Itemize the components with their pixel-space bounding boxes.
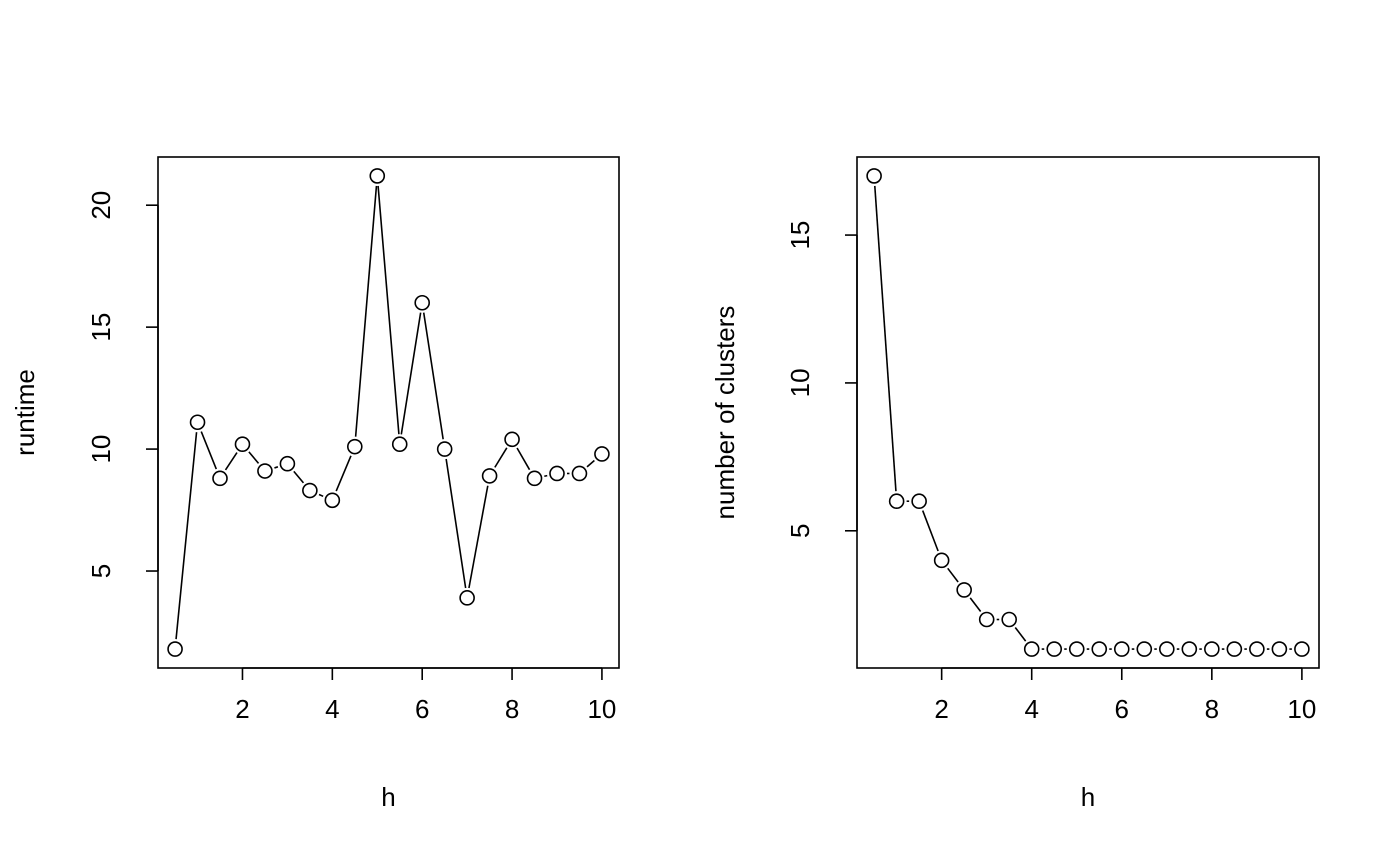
clusters-data-point: [1226, 641, 1243, 657]
runtime-y-tick-label: 20: [86, 191, 116, 220]
runtime-data-point: [481, 468, 498, 484]
runtime-x-tick-label: 6: [415, 694, 429, 724]
clusters-y-axis-title: number of clusters: [710, 306, 740, 520]
runtime-data-point: [391, 436, 408, 453]
clusters-series-segment: [874, 185, 897, 492]
runtime-data-point: [279, 455, 296, 472]
runtime-series-segment: [422, 312, 444, 440]
runtime-x-axis-title: h: [381, 782, 395, 812]
runtime-series-segment: [516, 447, 531, 471]
runtime-data-point: [369, 168, 386, 184]
runtime-series-segment: [335, 455, 352, 492]
runtime-data-point: [302, 482, 318, 499]
clusters-y-tick-label: 10: [785, 368, 815, 397]
clusters-data-point: [1068, 641, 1085, 657]
clusters-series-segment: [969, 597, 982, 613]
runtime-y-tick-label: 5: [86, 564, 116, 578]
clusters-data-point: [1023, 641, 1040, 657]
runtime-series-segment: [354, 185, 378, 437]
runtime-series-segment: [293, 470, 305, 484]
clusters-data-point: [1249, 641, 1265, 657]
clusters-series-segment: [947, 567, 959, 583]
runtime-series-segment: [248, 451, 260, 464]
runtime-x-tick-label: 8: [505, 694, 519, 724]
clusters-x-axis-title: h: [1081, 782, 1095, 812]
runtime-data-point: [257, 463, 273, 479]
clusters-x-tick-label: 10: [1287, 694, 1316, 724]
runtime-data-point: [167, 641, 183, 657]
clusters-data-point: [933, 552, 950, 569]
clusters-data-point: [1159, 641, 1175, 657]
clusters-data-point: [956, 582, 972, 598]
clusters-y-tick-label: 5: [785, 524, 815, 538]
runtime-data-point: [459, 590, 475, 606]
runtime-series-segment: [377, 185, 400, 435]
runtime-series-segment: [544, 474, 548, 478]
clusters-data-point: [1046, 641, 1063, 657]
runtime-series-segment: [445, 458, 467, 589]
runtime-series-segment: [468, 485, 489, 589]
clusters-y-tick-label: 15: [785, 221, 815, 250]
runtime-y-tick-label: 15: [86, 313, 116, 342]
runtime-x-tick-label: 10: [587, 694, 616, 724]
runtime-data-point: [549, 465, 565, 482]
runtime-x-tick-label: 4: [325, 694, 339, 724]
clusters-x-tick-label: 6: [1115, 694, 1129, 724]
clusters-x-tick-label: 4: [1024, 694, 1038, 724]
runtime-data-point: [189, 414, 206, 431]
runtime-data-point: [571, 465, 588, 482]
clusters-data-point: [1181, 641, 1198, 657]
clusters-data-point: [978, 611, 995, 628]
clusters-data-point: [1113, 641, 1130, 657]
clusters-data-point: [866, 168, 882, 184]
clusters-data-point: [888, 493, 905, 510]
runtime-series-segment: [274, 466, 279, 469]
runtime-series-segment: [586, 459, 595, 468]
runtime-data-point: [324, 492, 341, 509]
runtime-data-point: [504, 431, 520, 448]
clusters-data-point: [1136, 641, 1153, 657]
runtime-series-segment: [200, 431, 218, 470]
clusters-series-segment: [1014, 626, 1027, 642]
clusters-data-point: [1001, 611, 1017, 628]
runtime-series-segment: [494, 447, 508, 468]
runtime-x-tick-label: 2: [235, 694, 249, 724]
runtime-data-point: [414, 294, 430, 311]
runtime-y-axis-title: runtime: [10, 369, 40, 456]
clusters-panel: 2 4 6 8 10 5 10 15 h number of clusters: [710, 156, 1320, 812]
runtime-data-point: [594, 446, 610, 462]
clusters-data-point: [1294, 641, 1310, 657]
clusters-data-point: [911, 493, 927, 510]
runtime-data-point: [436, 441, 453, 457]
runtime-series-segment: [318, 493, 324, 498]
runtime-data-point: [234, 436, 251, 453]
runtime-series-segment: [175, 432, 198, 640]
runtime-y-tick-label: 10: [86, 435, 116, 464]
runtime-series-segment: [224, 452, 238, 471]
clusters-data-point: [1091, 641, 1108, 657]
runtime-data-point: [526, 470, 543, 487]
clusters-plot-frame: [856, 156, 1320, 669]
runtime-series-segment: [400, 312, 422, 435]
clusters-data-point: [1204, 641, 1220, 657]
runtime-data-point: [347, 438, 363, 455]
runtime-plot-frame: [157, 156, 620, 669]
runtime-panel: 2 4 6 8 10 5 10 15 20 h runtime: [10, 156, 620, 812]
clusters-x-tick-label: 2: [934, 694, 948, 724]
clusters-data-point: [1271, 641, 1288, 657]
clusters-series-segment: [921, 510, 939, 552]
runtime-data-point: [212, 470, 228, 487]
clusters-x-tick-label: 8: [1205, 694, 1219, 724]
